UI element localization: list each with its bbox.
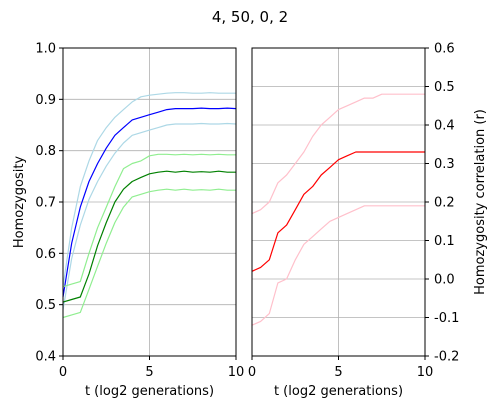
y-tick-label: 0.8 [35, 144, 56, 159]
y-tick-label: 0.0 [434, 273, 455, 288]
left-series-line-3 [62, 153, 236, 288]
right-ylabel: Homozygosity correlation (r) [473, 109, 488, 295]
left-series-line-0 [62, 92, 236, 287]
right-series-line-1 [251, 151, 425, 272]
left-series-line-4 [62, 170, 236, 303]
x-tick-label: 10 [417, 365, 434, 380]
left-series-group [62, 92, 237, 319]
y-tick-label: -0.1 [434, 311, 459, 326]
y-tick-label: 0.5 [35, 298, 56, 313]
y-tick-label: 0.3 [434, 157, 455, 172]
y-tick-label: 0.7 [35, 196, 56, 211]
right-series-line-2 [251, 205, 425, 326]
right-xlabel: t (log2 generations) [274, 384, 403, 399]
y-tick-label: 1.0 [35, 42, 56, 57]
left-ylabel: Homozygosity [12, 156, 27, 249]
y-tick-label: 0.2 [434, 196, 455, 211]
y-tick-label: 0.4 [434, 119, 455, 134]
left-series-line-5 [62, 188, 236, 319]
right-panel: 0 5 10-0.2 -0.1 0.0 0.1 0.2 0.3 0.4 0.5 0.6 t (log… [248, 42, 488, 400]
y-tick-label: 0.6 [434, 42, 455, 57]
y-tick-label: 0.1 [434, 234, 455, 249]
x-tick-label: 0 [248, 365, 256, 380]
x-tick-label: 5 [334, 365, 342, 380]
left-panel: 0 5 10 0.4 0.5 0.6 0.7 0.8 0.9 1.0 t (log2 genera… [12, 42, 244, 400]
left-series-line-1 [62, 107, 237, 298]
y-tick-label: -0.2 [434, 350, 459, 365]
right-ticks: 0 5 10-0.2 -0.1 0.0 0.1 0.2 0.3 0.4 0.5 0.6 [248, 42, 460, 381]
right-series-line-0 [251, 93, 425, 215]
left-series-line-2 [62, 122, 237, 310]
y-tick-label: 0.9 [35, 93, 56, 108]
figure-title: 4, 50, 0, 2 [212, 8, 288, 26]
x-tick-label: 5 [145, 365, 153, 380]
left-xlabel: t (log2 generations) [85, 384, 214, 399]
y-tick-label: 0.5 [434, 80, 455, 95]
left-grid [62, 47, 237, 357]
y-tick-label: 0.6 [35, 247, 56, 262]
y-tick-label: 0.4 [35, 350, 56, 365]
x-tick-label: 10 [228, 365, 245, 380]
right-series-group [251, 93, 425, 326]
x-tick-label: 0 [59, 365, 67, 380]
left-ticks: 0 5 10 0.4 0.5 0.6 0.7 0.8 0.9 1.0 [35, 42, 244, 381]
